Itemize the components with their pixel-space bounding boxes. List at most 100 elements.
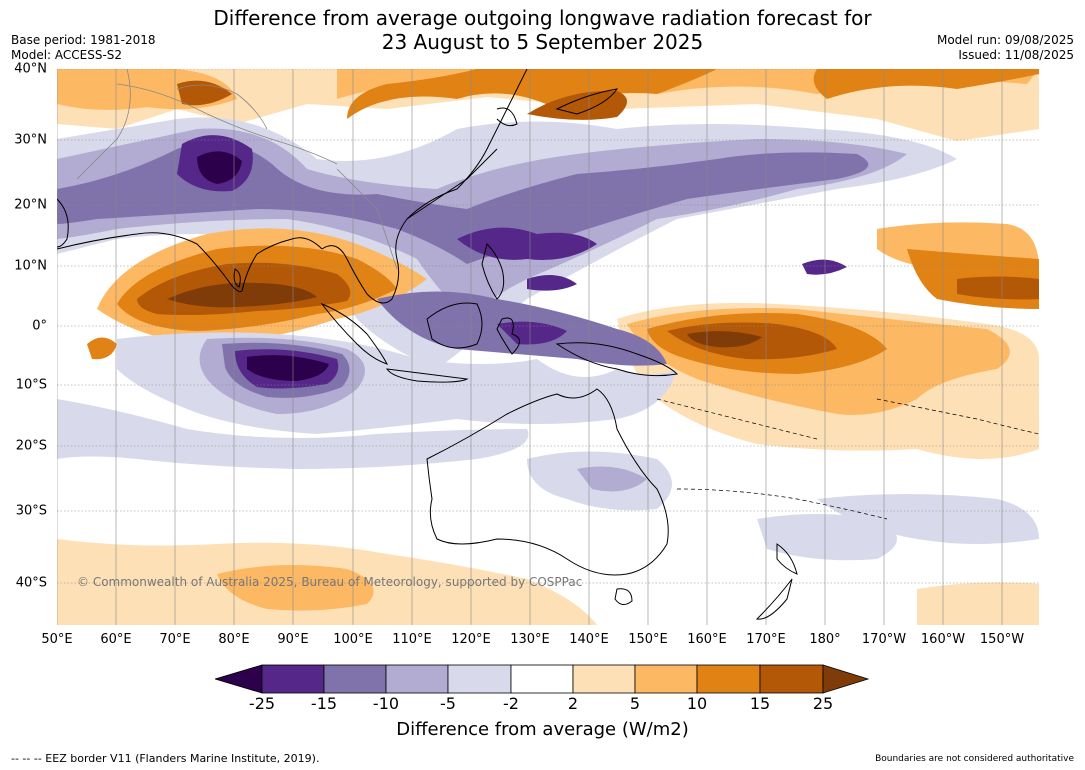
boundary-disclaimer: Boundaries are not considered authoritat… bbox=[875, 754, 1074, 764]
lat-label-30n: 30°N bbox=[14, 132, 47, 148]
coast-new-guinea bbox=[555, 342, 679, 377]
coast-borneo bbox=[426, 302, 483, 349]
lon-label-140e: 140°E bbox=[569, 632, 609, 647]
coastlines bbox=[57, 69, 798, 620]
lon-label-90e: 90°E bbox=[277, 632, 309, 647]
eez-borders bbox=[656, 398, 1039, 520]
lon-label-80e: 80°E bbox=[218, 632, 250, 647]
anomaly-southeast-pacific-purple bbox=[817, 494, 1039, 544]
lat-label-20n: 20°N bbox=[14, 197, 47, 213]
anomaly-south-indian-deep bbox=[247, 355, 329, 381]
anomaly-australia-interior-core bbox=[577, 466, 647, 492]
coast-sri-lanka bbox=[233, 268, 241, 288]
copyright-notice: © Commonwealth of Australia 2025, Bureau… bbox=[77, 575, 583, 589]
base-period-text: Base period: 1981-2018 bbox=[11, 33, 156, 47]
anomaly-north-purple-strong bbox=[57, 141, 869, 264]
anomaly-fields bbox=[57, 69, 1039, 625]
colorbar-segment-2 bbox=[323, 664, 387, 694]
olr-anomaly-map bbox=[57, 69, 1039, 625]
lon-label-50e: 50°E bbox=[41, 632, 73, 647]
lon-label-170w: 170°W bbox=[861, 632, 907, 647]
model-run-text: Model run: 09/08/2025 bbox=[936, 33, 1074, 47]
lon-label-70e: 70°E bbox=[159, 632, 191, 647]
lon-label-110e: 110°E bbox=[392, 632, 432, 647]
coast-india bbox=[57, 232, 323, 292]
lon-label-180: 180° bbox=[809, 632, 841, 647]
lat-label-10s: 10°S bbox=[15, 377, 47, 393]
lat-label-30s: 30°S bbox=[15, 503, 47, 519]
anomaly-arabian-sea-patch bbox=[87, 337, 117, 360]
lon-label-150e: 150°E bbox=[628, 632, 668, 647]
anomaly-tasman-purple bbox=[757, 514, 897, 561]
eez-legend-note: -- -- -- EEZ border V11 (Flanders Marine… bbox=[11, 752, 320, 765]
colorbar-label-m25: -25 bbox=[248, 694, 276, 713]
meta-right: Model run: 09/08/2025 Issued: 11/08/2025 bbox=[937, 33, 1074, 63]
anomaly-indian-ocean-dark-brown bbox=[167, 282, 317, 308]
anomaly-north-dark-orange-2 bbox=[813, 69, 1039, 99]
lat-label-equator: 0° bbox=[32, 318, 47, 334]
colorbar-low-extend bbox=[215, 664, 263, 694]
colorbar-segment-5 bbox=[510, 664, 574, 694]
colorbar-label-25: 25 bbox=[812, 694, 834, 713]
colorbar-title: Difference from average (W/m2) bbox=[396, 719, 689, 740]
issued-text: Issued: 11/08/2025 bbox=[958, 48, 1074, 62]
colorbar-segment-7 bbox=[634, 664, 698, 694]
colorbar-label-15: 15 bbox=[749, 694, 771, 713]
colorbar-label-10: 10 bbox=[686, 694, 708, 713]
lon-label-160w: 160°W bbox=[920, 632, 966, 647]
coast-sulawesi bbox=[496, 317, 520, 355]
anomaly-maritime-continent-core bbox=[497, 321, 567, 345]
coast-java bbox=[386, 368, 469, 383]
coast-southeast-asia bbox=[321, 69, 528, 304]
coast-japan bbox=[555, 88, 619, 115]
coast-arabia bbox=[57, 198, 69, 248]
colorbar-segment-3 bbox=[385, 664, 449, 694]
colorbar-segment-8 bbox=[696, 664, 761, 694]
coast-australia bbox=[426, 388, 669, 576]
lon-label-160e: 160°E bbox=[687, 632, 727, 647]
colorbar-segments bbox=[261, 664, 824, 694]
title-line-2: 23 August to 5 September 2025 bbox=[381, 30, 704, 54]
colorbar-segment-9 bbox=[759, 664, 824, 694]
coast-new-zealand-south bbox=[755, 578, 793, 620]
colorbar bbox=[215, 664, 870, 694]
coast-tasmania bbox=[614, 588, 633, 605]
title-line-1: Difference from average outgoing longwav… bbox=[213, 6, 872, 30]
lon-label-150w: 150°W bbox=[979, 632, 1025, 647]
lat-label-40s: 40°S bbox=[15, 575, 47, 591]
lat-label-20s: 20°S bbox=[15, 438, 47, 454]
coast-sumatra bbox=[320, 302, 388, 365]
lon-label-170e: 170°E bbox=[746, 632, 786, 647]
anomaly-east-pacific-brown bbox=[957, 276, 1039, 300]
colorbar-segment-4 bbox=[447, 664, 512, 694]
anomaly-east-pacific-small-purple bbox=[802, 259, 847, 275]
meta-left: Base period: 1981-2018 Model: ACCESS-S2 bbox=[11, 33, 156, 63]
colorbar-segment-6 bbox=[572, 664, 636, 694]
coast-new-zealand-north bbox=[776, 543, 798, 575]
coast-philippines bbox=[481, 243, 505, 300]
anomaly-western-pacific-core bbox=[527, 275, 577, 291]
colorbar-label-m2: -2 bbox=[503, 694, 519, 713]
coast-china bbox=[406, 148, 498, 220]
anomaly-philippines-core bbox=[457, 227, 597, 260]
anomaly-southern-ocean-orange bbox=[217, 565, 374, 611]
lon-label-120e: 120°E bbox=[451, 632, 491, 647]
anomaly-north-dark-orange-1 bbox=[347, 69, 717, 119]
anomaly-bay-of-bengal-deep bbox=[197, 151, 242, 184]
lat-label-40n: 40°N bbox=[14, 61, 47, 77]
country-boundaries bbox=[76, 69, 398, 270]
anomaly-north-brown bbox=[527, 90, 627, 120]
anomaly-equatorial-pacific-core bbox=[687, 331, 762, 348]
colorbar-label-5: 5 bbox=[629, 694, 641, 713]
colorbar-label-m10: -10 bbox=[372, 694, 400, 713]
colorbar-label-m15: -15 bbox=[310, 694, 338, 713]
lon-label-60e: 60°E bbox=[100, 632, 132, 647]
anomaly-southern-ocean-light-east bbox=[917, 582, 1039, 625]
map-title: Difference from average outgoing longwav… bbox=[0, 6, 1085, 54]
colorbar-label-m5: -5 bbox=[440, 694, 456, 713]
model-text: Model: ACCESS-S2 bbox=[11, 48, 123, 62]
lat-label-10n: 10°N bbox=[14, 258, 47, 274]
coast-korea bbox=[496, 107, 518, 127]
colorbar-label-2: 2 bbox=[567, 694, 579, 713]
gridlines bbox=[57, 69, 1039, 625]
